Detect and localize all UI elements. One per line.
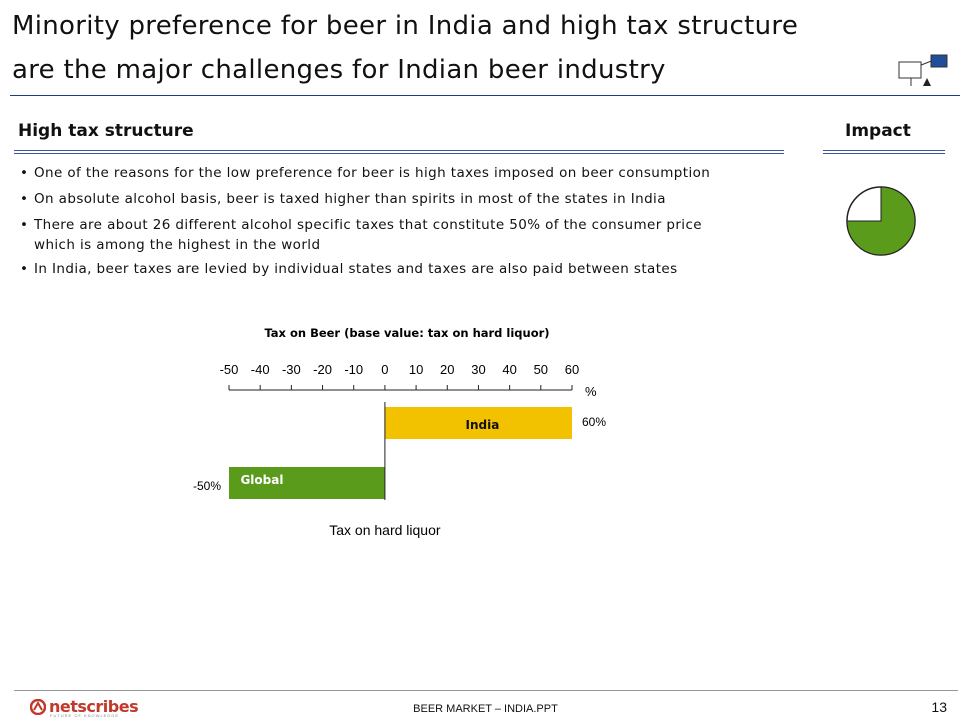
page-title-line-1: Minority preference for beer in India an… — [12, 11, 799, 41]
title-divider — [10, 95, 960, 96]
logo-text: netscribes — [49, 697, 139, 716]
bullet-text: One of the reasons for the low preferenc… — [34, 165, 711, 181]
x-tick-label: 0 — [381, 362, 388, 377]
x-tick-label: -30 — [282, 362, 301, 377]
section-heading-underline — [14, 150, 784, 154]
bar-category-label: Global — [240, 473, 283, 487]
x-tick-label: -40 — [251, 362, 270, 377]
logo-tagline: FUTURE OF KNOWLEDGE — [50, 713, 120, 718]
x-tick-label: -10 — [344, 362, 363, 377]
bullet-text: On absolute alcohol basis, beer is taxed… — [34, 191, 666, 207]
bullet-item: One of the reasons for the low preferenc… — [20, 160, 780, 186]
logo-mark-icon — [30, 698, 46, 715]
x-tick-label: 50 — [534, 362, 548, 377]
impact-heading: Impact — [845, 121, 911, 141]
netscribes-logo: netscribes FUTURE OF KNOWLEDGE — [30, 697, 139, 718]
footer-divider — [14, 690, 958, 691]
x-tick-label: -20 — [313, 362, 332, 377]
bullet-item: There are about 26 different alcohol spe… — [20, 212, 780, 256]
page-title: Minority preference for beer in India an… — [12, 4, 912, 92]
section-heading: High tax structure — [18, 121, 194, 141]
bullet-item: In India, beer taxes are levied by indiv… — [20, 256, 780, 282]
x-tick-label: 40 — [502, 362, 516, 377]
bullet-text: There are about 26 different alcohol spe… — [34, 217, 702, 233]
x-tick-label: 30 — [471, 362, 485, 377]
bullet-list: One of the reasons for the low preferenc… — [20, 160, 780, 282]
x-tick-label: 10 — [409, 362, 423, 377]
impact-pie — [846, 186, 916, 256]
x-axis-ticks: -50 -40 -30 -20 -10 0 10 20 30 40 50 60 — [220, 362, 579, 390]
x-axis-label: Tax on hard liquor — [329, 522, 441, 538]
bar-value-label: 60% — [582, 415, 606, 429]
x-axis-unit: % — [585, 384, 597, 399]
bars: India 60% Global -50% — [193, 407, 606, 499]
tax-chart: Tax on Beer (base value: tax on hard liq… — [193, 326, 606, 538]
x-tick-label: -50 — [220, 362, 239, 377]
bar-global — [229, 467, 385, 499]
chart-title: Tax on Beer (base value: tax on hard liq… — [264, 326, 549, 340]
page-title-line-2: are the major challenges for Indian beer… — [12, 55, 666, 85]
bullet-text: In India, beer taxes are levied by indiv… — [34, 261, 678, 277]
x-tick-label: 60 — [565, 362, 579, 377]
bar-value-label: -50% — [193, 479, 221, 493]
bullet-item: On absolute alcohol basis, beer is taxed… — [20, 186, 780, 212]
bar-india — [384, 407, 572, 439]
footer-title: BEER MARKET – INDIA.PPT — [413, 703, 558, 715]
impact-heading-underline — [823, 150, 945, 154]
bullet-text-continued: which is among the highest in the world — [34, 237, 321, 253]
balance-scale-icon — [898, 54, 948, 86]
impact-pie-fill — [846, 186, 916, 256]
page-number: 13 — [931, 699, 947, 715]
bar-category-label: India — [466, 418, 500, 432]
x-tick-label: 20 — [440, 362, 454, 377]
